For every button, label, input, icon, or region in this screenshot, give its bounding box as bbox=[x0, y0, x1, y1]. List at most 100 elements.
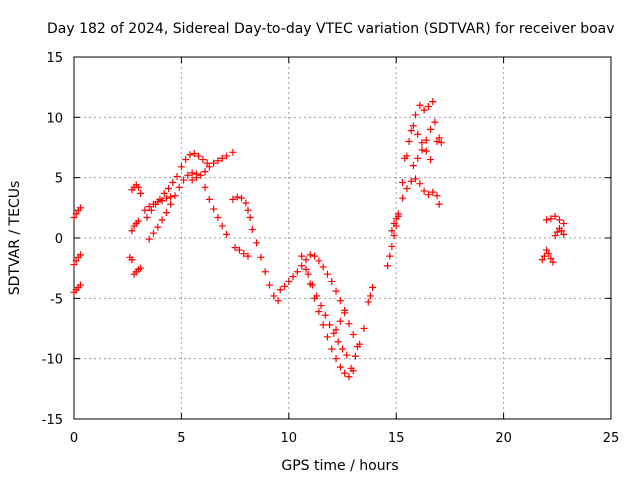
data-point bbox=[257, 253, 265, 261]
data-point bbox=[332, 355, 340, 363]
data-point bbox=[328, 277, 336, 285]
data-point bbox=[246, 213, 254, 221]
data-point bbox=[304, 270, 312, 278]
data-point bbox=[137, 189, 145, 197]
x-axis-tick-labels: 0 5 10 15 20 25 bbox=[70, 431, 619, 446]
data-point bbox=[76, 204, 84, 212]
y-tick-label: -15 bbox=[42, 413, 63, 428]
series-arc-b2 bbox=[128, 217, 142, 235]
x-tick-label: 10 bbox=[281, 431, 298, 446]
data-point bbox=[560, 220, 568, 228]
data-point bbox=[414, 154, 422, 162]
data-point bbox=[435, 134, 443, 142]
data-point bbox=[186, 151, 194, 159]
data-point bbox=[214, 213, 222, 221]
x-tick-label: 5 bbox=[177, 431, 185, 446]
data-point bbox=[276, 286, 284, 294]
data-point bbox=[192, 174, 200, 182]
data-point bbox=[543, 246, 551, 254]
data-point bbox=[274, 297, 282, 305]
y-tick-label: 5 bbox=[55, 172, 63, 187]
data-point bbox=[336, 363, 344, 371]
data-point bbox=[332, 326, 340, 334]
data-point bbox=[364, 298, 372, 306]
data-point bbox=[218, 222, 226, 230]
data-point bbox=[392, 215, 400, 223]
data-point bbox=[188, 176, 196, 184]
data-point bbox=[424, 191, 432, 199]
data-point bbox=[306, 251, 314, 259]
data-point bbox=[171, 192, 179, 200]
data-point bbox=[145, 235, 153, 243]
data-point bbox=[323, 270, 331, 278]
data-point bbox=[134, 217, 142, 225]
data-point bbox=[345, 320, 353, 328]
series-arc-f1 bbox=[276, 251, 319, 294]
data-point bbox=[210, 205, 218, 213]
data-point bbox=[72, 257, 80, 265]
data-point bbox=[149, 200, 157, 208]
y-tick-label: 15 bbox=[46, 51, 63, 66]
data-point bbox=[547, 255, 555, 263]
data-point bbox=[134, 183, 142, 191]
data-point bbox=[233, 193, 241, 201]
data-point bbox=[560, 230, 568, 238]
series-arc-c1 bbox=[143, 150, 211, 221]
data-point bbox=[313, 292, 321, 300]
data-point bbox=[547, 215, 555, 223]
data-point bbox=[298, 262, 306, 270]
data-point bbox=[223, 152, 231, 160]
data-point bbox=[339, 345, 346, 353]
data-point bbox=[319, 263, 327, 271]
data-point bbox=[201, 168, 209, 176]
data-point bbox=[128, 227, 136, 235]
series-arc-b3 bbox=[130, 264, 145, 278]
data-point bbox=[427, 156, 435, 164]
data-point bbox=[321, 311, 329, 319]
data-point bbox=[424, 102, 432, 110]
data-point bbox=[190, 150, 198, 158]
y-tick-label: -5 bbox=[50, 292, 63, 307]
data-point bbox=[422, 147, 430, 155]
data-point bbox=[137, 264, 145, 272]
data-point bbox=[175, 183, 183, 191]
data-point bbox=[540, 252, 548, 260]
data-point bbox=[143, 213, 151, 221]
series-arc-b1 bbox=[128, 181, 145, 197]
data-point bbox=[285, 277, 293, 285]
data-point bbox=[298, 252, 306, 260]
data-point bbox=[394, 210, 402, 218]
data-point bbox=[351, 352, 359, 360]
data-point bbox=[253, 239, 261, 247]
data-point bbox=[399, 194, 407, 202]
grid-lines bbox=[74, 57, 611, 419]
data-point bbox=[141, 206, 149, 214]
data-point bbox=[154, 198, 162, 206]
chart-title: Day 182 of 2024, Sidereal Day-to-day VTE… bbox=[47, 21, 615, 37]
data-point bbox=[401, 154, 409, 162]
data-point bbox=[315, 308, 323, 316]
data-point bbox=[248, 226, 256, 234]
data-point bbox=[409, 122, 417, 130]
data-point bbox=[384, 262, 392, 270]
data-point bbox=[407, 127, 415, 135]
data-point bbox=[199, 156, 207, 164]
data-point bbox=[70, 261, 78, 269]
data-point bbox=[203, 159, 211, 167]
y-axis-tick-labels: -15 -10 -5 0 5 10 15 bbox=[42, 51, 63, 428]
data-point bbox=[414, 130, 422, 138]
x-tick-label: 25 bbox=[603, 431, 620, 446]
data-points bbox=[70, 98, 568, 381]
series-arc-i3 bbox=[399, 175, 443, 208]
data-point bbox=[388, 242, 396, 250]
data-point bbox=[429, 98, 437, 106]
data-point bbox=[229, 148, 237, 156]
data-point bbox=[145, 203, 153, 211]
data-point bbox=[553, 228, 561, 236]
data-point bbox=[162, 194, 170, 202]
series-arc-f5 bbox=[332, 309, 362, 351]
data-point bbox=[229, 195, 237, 203]
data-point bbox=[244, 206, 252, 214]
data-point bbox=[549, 258, 557, 266]
data-point bbox=[422, 136, 430, 144]
